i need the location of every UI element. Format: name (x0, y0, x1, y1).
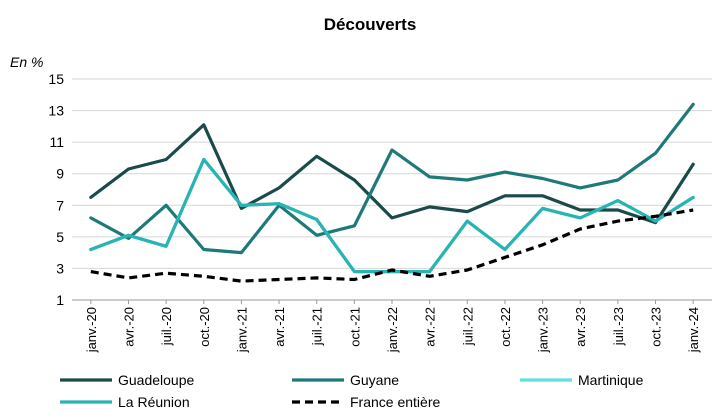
legend-label: France entière (350, 394, 440, 410)
legend-label: Guyane (350, 372, 399, 388)
legend-label: La Réunion (118, 394, 190, 410)
y-tick-label: 15 (48, 71, 64, 87)
x-tick-label: juil.-20 (159, 307, 174, 346)
y-tick-label: 7 (56, 197, 64, 213)
x-tick-label: juil.-23 (611, 307, 626, 346)
legend-label: Martinique (578, 372, 644, 388)
y-tick-label: 1 (56, 292, 64, 308)
x-tick-label: oct.-23 (649, 307, 664, 347)
x-tick-label: juil.-22 (460, 307, 475, 346)
series-line-france-enti-re (90, 208, 694, 283)
x-tick-label: janv.-24 (686, 307, 701, 353)
legend: Guadeloupe Guyane Martinique La Réunion Fran… (60, 372, 644, 410)
y-tick-label: 3 (56, 260, 64, 276)
x-tick-label: janv.-23 (536, 307, 551, 353)
y-tick-label: 9 (56, 166, 64, 182)
series-line-guyane (89, 102, 695, 255)
y-tick-label: 11 (49, 134, 64, 150)
legend-label: Guadeloupe (118, 372, 195, 388)
x-tick-label: janv.-22 (385, 307, 400, 353)
series-line-guadeloupe (89, 123, 695, 225)
x-tick-label: oct.-21 (347, 307, 362, 347)
chart-title: Découverts (324, 15, 417, 34)
x-tick-label: avr.-23 (573, 307, 588, 347)
unit-label: En % (10, 54, 43, 70)
series-layer (89, 102, 695, 283)
x-tick-label: oct.-22 (498, 307, 513, 347)
x-tick-label: avr.-21 (272, 307, 287, 347)
x-tick-label: juil.-21 (310, 307, 325, 346)
y-tick-label: 5 (56, 229, 64, 245)
x-tick-label: janv.-21 (234, 307, 249, 353)
x-tick-label: avr.-22 (423, 307, 438, 347)
grid-layer (72, 78, 712, 301)
y-tick-label: 13 (48, 103, 64, 119)
x-tick-label: oct.-20 (197, 307, 212, 347)
x-tick-label: janv.-20 (84, 307, 99, 353)
x-tick-label: avr.-20 (121, 307, 136, 347)
series-line-la-r-union (89, 157, 695, 274)
